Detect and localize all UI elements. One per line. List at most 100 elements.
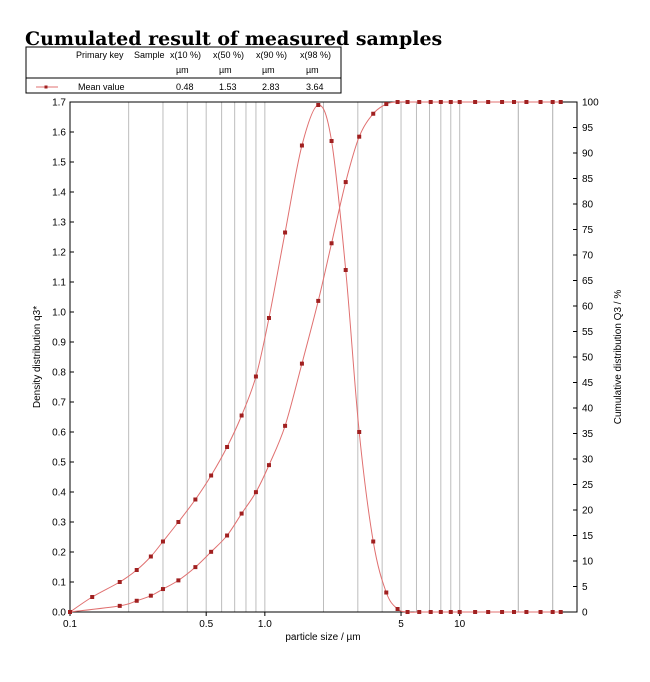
y2-tick-label: 45: [582, 378, 594, 389]
data-point-cumulative: [176, 578, 181, 583]
y2-tick-label: 95: [582, 123, 594, 134]
data-point-density: [193, 497, 198, 502]
y2-tick-label: 5: [582, 582, 588, 593]
legend-table-border: [25, 46, 342, 94]
data-point-density: [428, 610, 433, 614]
data-point-cumulative: [357, 134, 362, 139]
y-tick-label: 0.1: [52, 578, 66, 589]
x-tick-label: 5: [398, 619, 404, 630]
y2-tick-label: 100: [582, 98, 599, 109]
y-tick-label: 0.4: [52, 488, 66, 499]
grid: [128, 102, 554, 612]
data-point-density: [90, 595, 95, 599]
data-point-cumulative: [538, 100, 543, 104]
data-point-cumulative: [299, 361, 304, 366]
data-point-density: [512, 610, 517, 614]
data-point-density: [225, 445, 230, 449]
data-point-cumulative: [266, 463, 271, 468]
x-axis-label: particle size / µm: [285, 632, 360, 643]
y2-tick-label: 40: [582, 404, 594, 415]
unit-x90: µm: [262, 65, 275, 75]
data-point-density: [438, 610, 443, 614]
data-point-cumulative: [68, 610, 72, 614]
data-point-density: [538, 610, 543, 614]
data-point-cumulative: [558, 100, 563, 104]
data-point-cumulative: [225, 533, 230, 538]
data-point-cumulative: [524, 100, 529, 104]
data-point-cumulative: [316, 298, 321, 303]
data-point-cumulative: [448, 100, 453, 104]
y-tick-label: 0.9: [52, 338, 66, 349]
data-point-density: [176, 520, 181, 524]
y2-tick-label: 15: [582, 531, 594, 542]
y-tick-label: 0.5: [52, 458, 66, 469]
data-point-density: [117, 580, 122, 584]
y-tick-label: 0.0: [52, 608, 66, 619]
y2-tick-label: 30: [582, 455, 594, 466]
data-point-density: [343, 268, 348, 272]
unit-x10: µm: [176, 65, 189, 75]
x-tick-label: 1.0: [258, 619, 272, 630]
data-point-cumulative: [343, 180, 348, 185]
header-x90: x(90 %): [256, 50, 287, 60]
data-point-density: [148, 554, 153, 559]
data-point-density: [357, 430, 362, 434]
y-tick-label: 0.6: [52, 428, 66, 439]
data-point-density: [209, 473, 214, 478]
data-point-density: [500, 610, 505, 614]
data-point-density: [266, 316, 271, 320]
header-x10: x(10 %): [170, 50, 201, 60]
data-point-density: [524, 610, 529, 614]
y-tick-label: 0.8: [52, 368, 66, 379]
data-point-cumulative: [117, 603, 122, 608]
data-point-cumulative: [417, 100, 422, 104]
data-point-density: [486, 610, 491, 614]
value-x50: 1.53: [219, 82, 237, 92]
data-point-cumulative: [395, 100, 400, 104]
header-x98: x(98 %): [300, 50, 331, 60]
data-point-cumulative: [239, 511, 244, 516]
y2-tick-label: 20: [582, 506, 594, 517]
y2-tick-label: 65: [582, 276, 594, 287]
data-point-cumulative: [384, 102, 389, 107]
value-x98: 3.64: [306, 82, 324, 92]
series-line-density: [69, 104, 561, 613]
data-point-density: [384, 590, 389, 595]
data-point-density: [457, 610, 462, 614]
data-point-cumulative: [438, 100, 443, 104]
data-point-density: [417, 610, 422, 614]
series-line-cumulative: [69, 101, 561, 613]
data-point-cumulative: [512, 100, 517, 104]
data-point-density: [283, 230, 288, 235]
series-layer: [68, 100, 563, 614]
y-tick-label: 0.7: [52, 398, 66, 409]
y2-tick-label: 70: [582, 251, 594, 262]
y2-tick-label: 0: [582, 608, 588, 619]
y-tick-label: 0.2: [52, 548, 66, 559]
y2-tick-label: 35: [582, 429, 594, 440]
unit-x98: µm: [306, 65, 319, 75]
data-point-cumulative: [329, 241, 334, 246]
x-tick-label: 10: [454, 619, 466, 630]
header-primary-key: Primary key: [76, 50, 124, 60]
value-x10: 0.48: [176, 82, 194, 92]
data-point-density: [299, 143, 304, 148]
y-axis-label: Density distribution q3*: [32, 306, 43, 408]
data-point-density: [550, 610, 555, 614]
legend-table: Primary key Sample x(10 %) x(50 %) x(90 …: [25, 46, 342, 94]
y2-tick-label: 75: [582, 225, 594, 236]
data-point-cumulative: [550, 100, 555, 104]
y-tick-label: 1.7: [52, 98, 66, 109]
data-point-density: [405, 610, 410, 614]
data-point-density: [160, 539, 165, 544]
y-tick-label: 1.0: [52, 308, 66, 319]
value-x90: 2.83: [262, 82, 280, 92]
data-point-density: [253, 374, 258, 379]
data-point-density: [239, 413, 244, 418]
data-point-density: [329, 139, 334, 143]
data-point-cumulative: [253, 490, 258, 495]
header-sample: Sample: [134, 50, 165, 60]
y2-tick-label: 90: [582, 149, 594, 160]
y2-tick-label: 80: [582, 200, 594, 211]
